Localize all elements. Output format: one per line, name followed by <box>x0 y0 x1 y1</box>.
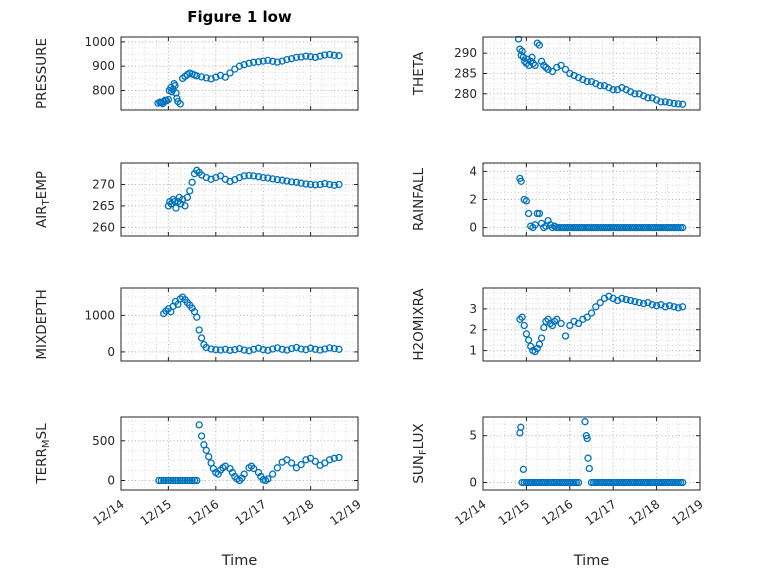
x-tick-label: 12/14 <box>452 497 488 528</box>
y-axis-label: PRESSURE <box>34 38 50 109</box>
axes-box <box>482 36 701 111</box>
plot-background <box>121 37 358 110</box>
x-tick-label: 12/18 <box>626 497 662 528</box>
axes-box <box>120 287 359 362</box>
data-points <box>514 36 687 108</box>
subplot-air-temp: 260 265 270 AIRTEMP <box>34 162 359 237</box>
y-tick-label: 3 <box>469 302 477 316</box>
x-tick-label: 12/16 <box>185 497 221 528</box>
x-axis-title: Time <box>221 553 258 569</box>
y-tick-label: 0 <box>107 345 115 359</box>
x-tick-label: 12/15 <box>496 497 532 528</box>
x-axis-title: Time <box>573 553 610 569</box>
data-points <box>164 166 343 212</box>
y-tick-label: 2 <box>469 323 477 337</box>
axes-box <box>482 162 701 237</box>
y-tick-label: 1 <box>469 344 477 358</box>
y-tick-label: 900 <box>92 59 115 73</box>
y-tick-label: 800 <box>92 84 115 98</box>
plot-background <box>483 417 700 490</box>
axes-box <box>482 416 701 491</box>
y-tick-label: 0 <box>469 476 477 490</box>
x-tick-label: 12/17 <box>583 497 619 528</box>
data-points <box>516 174 687 232</box>
axes-box <box>482 287 701 362</box>
y-tick-label: 265 <box>92 199 115 213</box>
y-axis-label: RAINFALL <box>411 168 427 231</box>
axes-box <box>120 162 359 237</box>
x-tick-label: 12/17 <box>233 497 269 528</box>
data-points <box>160 293 343 355</box>
y-tick-label: 1000 <box>84 35 115 49</box>
x-tick-label: 12/19 <box>327 497 363 528</box>
axes-box <box>120 416 359 491</box>
subplot-theta: 280 285 290 THETA <box>411 36 701 111</box>
y-tick-label: 1000 <box>84 308 115 322</box>
x-tick-label: 12/14 <box>90 497 126 528</box>
data-points <box>516 292 687 356</box>
x-tick-label: 12/18 <box>280 497 316 528</box>
figure-title: Figure 1 low <box>187 8 292 26</box>
subplot-rainfall: 0 2 4 RAINFALL <box>411 162 701 237</box>
y-tick-label: 2 <box>469 193 477 207</box>
y-tick-label: 4 <box>469 164 477 178</box>
x-tick-label: 12/16 <box>539 497 575 528</box>
data-points <box>516 418 687 487</box>
subplot-terr-msl: 0 500 TERRMSL 12/14 12/15 12/16 12/17 12/18 12/1… <box>34 416 364 569</box>
axes-box <box>120 36 359 111</box>
y-axis-label: SUNFLUX <box>411 423 429 483</box>
data-points <box>154 50 343 108</box>
x-tick-label: 12/15 <box>138 497 174 528</box>
y-tick-label: 5 <box>469 429 477 443</box>
y-axis-label: H2OMIXRA <box>411 288 427 361</box>
subplot-mixdepth: 0 1000 MIXDEPTH <box>34 287 359 362</box>
subplot-pressure: 800 900 1000 PRESSURE <box>34 35 359 111</box>
y-tick-label: 290 <box>454 46 477 60</box>
y-axis-label: MIXDEPTH <box>34 289 50 359</box>
y-axis-label: THETA <box>411 51 427 96</box>
subplot-sun-flux: 0 5 SUNFLUX 12/14 12/15 12/16 12/17 12/18 12/19 T… <box>411 416 706 569</box>
y-tick-label: 285 <box>454 67 477 81</box>
x-tick-label: 12/19 <box>669 497 705 528</box>
y-axis-label: TERRMSL <box>34 423 52 485</box>
y-tick-label: 500 <box>92 434 115 448</box>
data-points <box>155 421 343 485</box>
y-tick-label: 280 <box>454 87 477 101</box>
y-tick-label: 0 <box>469 221 477 235</box>
y-axis-label: AIRTEMP <box>34 171 52 228</box>
grid-lines <box>482 163 701 236</box>
y-tick-label: 270 <box>92 178 115 192</box>
y-tick-label: 260 <box>92 220 115 234</box>
subplot-h2omixra: 1 2 3 H2OMIXRA <box>411 287 701 362</box>
y-tick-label: 0 <box>107 474 115 488</box>
